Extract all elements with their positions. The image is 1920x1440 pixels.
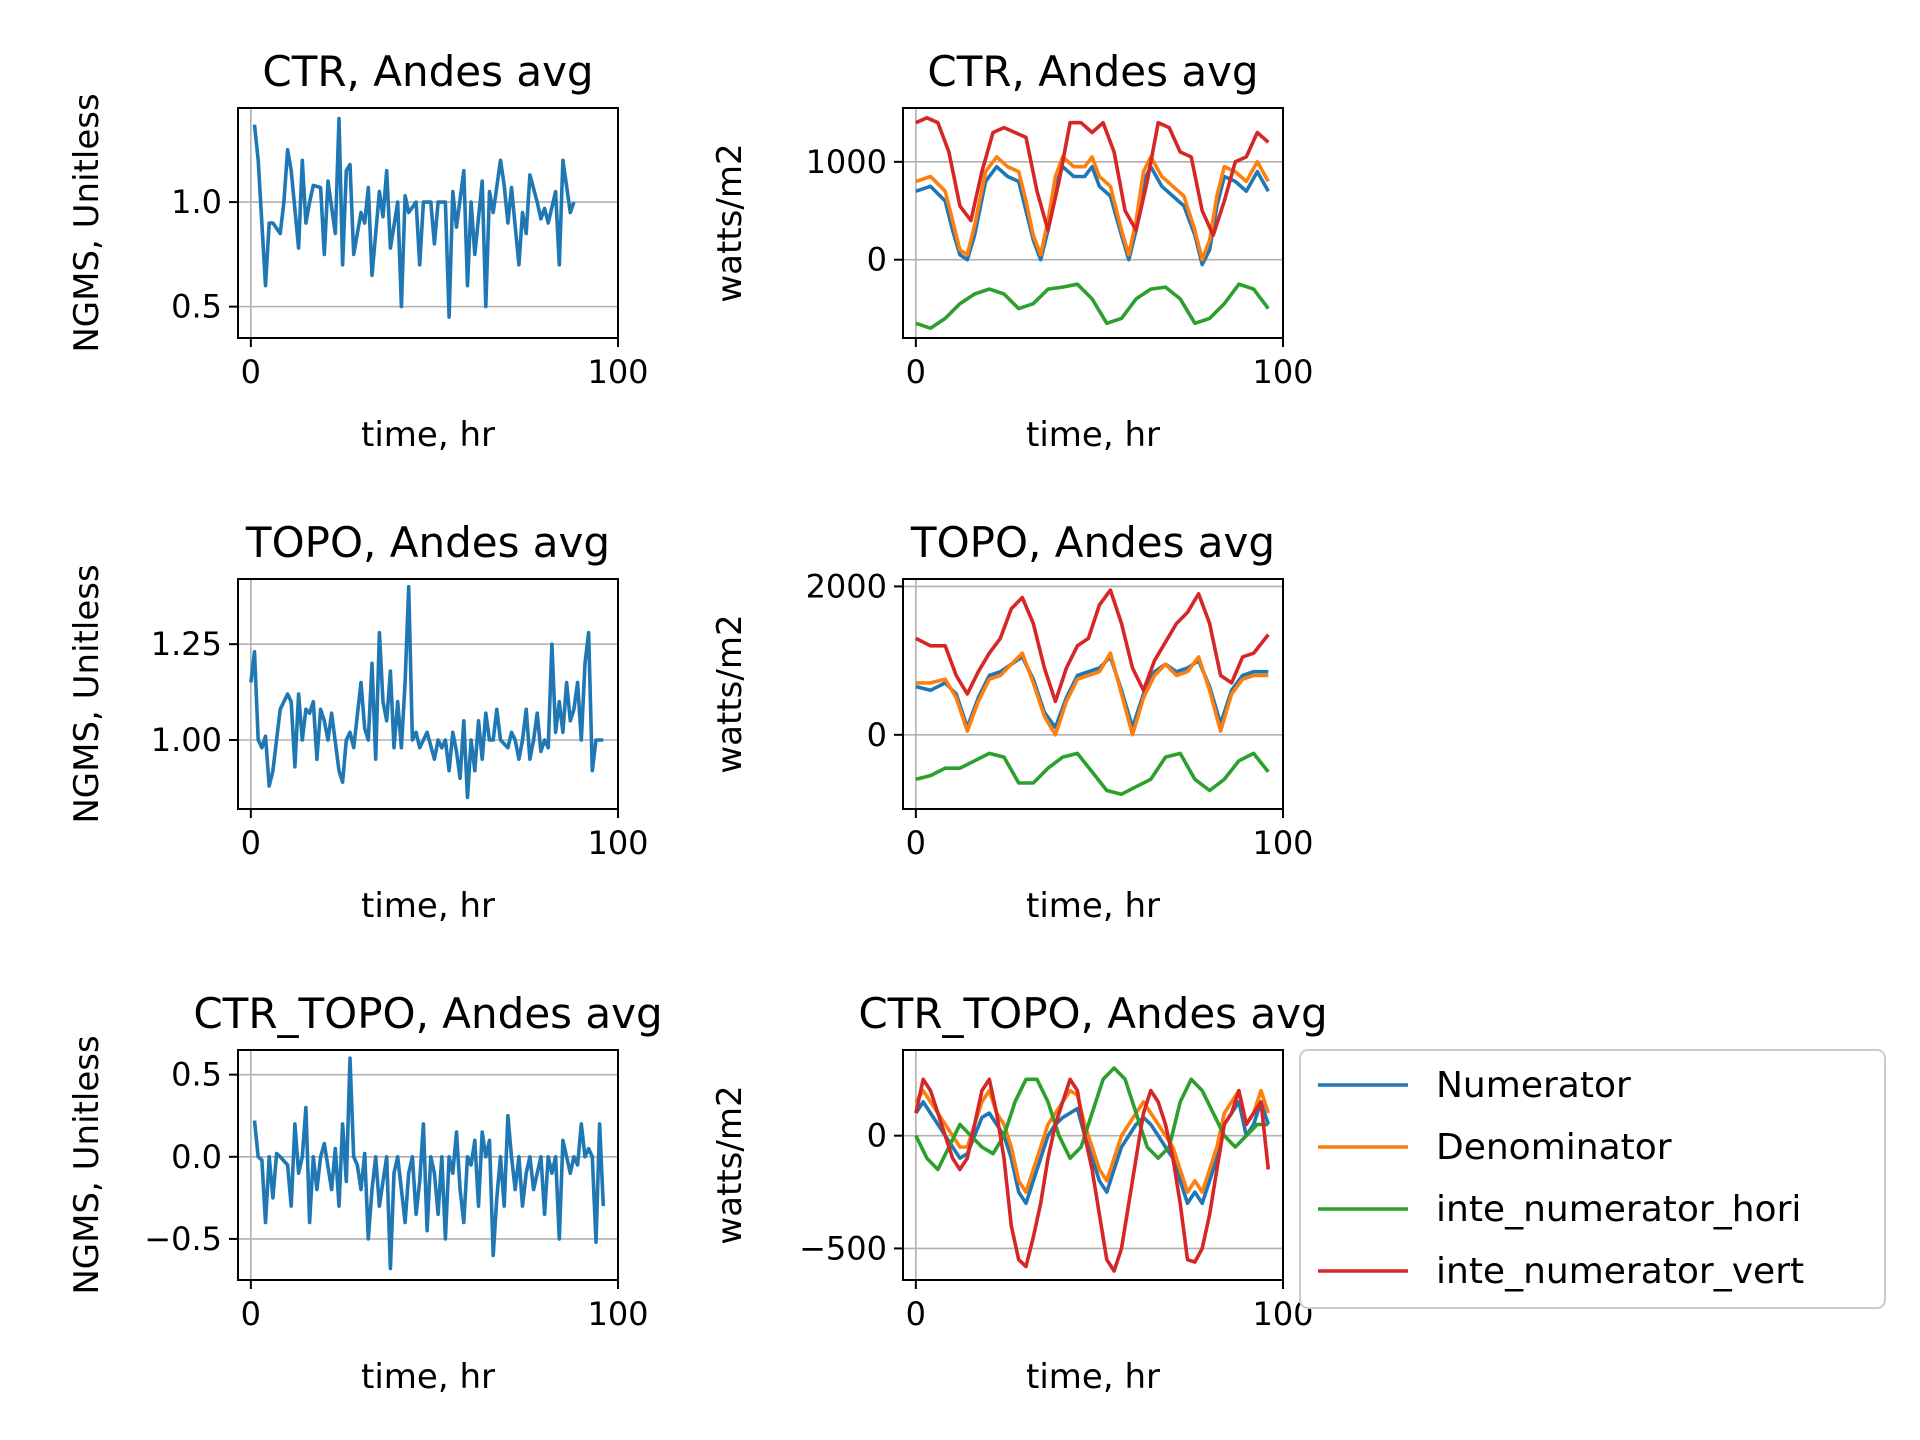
y-tick-label: −0.5 <box>144 1220 222 1258</box>
x-axis-label: time, hr <box>361 1357 495 1397</box>
y-axis-label: NGMS, Unitless <box>67 564 107 823</box>
series-line-inte_numerator_hori <box>914 1066 1269 1172</box>
y-axis-label: watts/m2 <box>710 614 750 773</box>
series-line-denominator <box>915 651 1269 737</box>
x-tick-label: 0 <box>906 353 926 391</box>
series-line-numerator <box>914 1100 1271 1206</box>
series-line-numerator <box>252 116 576 319</box>
axes-frame <box>237 107 619 339</box>
legend: Numerator Denominator inte_numerator_horii… <box>1299 1049 1886 1309</box>
x-axis-label: time, hr <box>1026 415 1160 455</box>
y-tick-label: 1.00 <box>151 721 222 759</box>
subplot-title: TOPO, Andes avg <box>245 518 610 567</box>
series-line-inte_numerator_hori <box>915 751 1270 797</box>
axes-frame <box>902 578 1284 810</box>
x-axis-label: time, hr <box>1026 1357 1160 1397</box>
series-line-inte_numerator_vert <box>915 116 1270 237</box>
y-axis-label: NGMS, Unitless <box>67 1035 107 1294</box>
x-axis-label: time, hr <box>361 886 495 926</box>
x-tick-label: 100 <box>1252 353 1313 391</box>
x-tick-label: 100 <box>587 353 648 391</box>
subplot-title: CTR_TOPO, Andes avg <box>858 989 1327 1038</box>
series-line-inte_numerator_vert <box>914 1077 1271 1273</box>
x-tick-label: 0 <box>241 824 261 862</box>
x-tick-label: 0 <box>906 824 926 862</box>
x-axis-label: time, hr <box>1026 886 1160 926</box>
x-tick-label: 0 <box>906 1295 926 1333</box>
x-tick-label: 0 <box>241 353 261 391</box>
series-line-numerator <box>249 584 604 800</box>
subplot-title: CTR, Andes avg <box>927 47 1258 96</box>
legend-label-denominator: Denominator <box>1436 1127 1672 1168</box>
x-tick-label: 0 <box>241 1295 261 1333</box>
y-tick-label: 1.25 <box>151 625 222 663</box>
x-tick-label: 100 <box>587 824 648 862</box>
y-axis-label: watts/m2 <box>710 143 750 302</box>
y-tick-label: 0 <box>867 716 887 754</box>
series-line-inte_numerator_vert <box>915 588 1270 704</box>
y-tick-label: 0.5 <box>171 1056 222 1094</box>
subplot-title: CTR, Andes avg <box>262 47 593 96</box>
x-axis-label: time, hr <box>361 415 495 455</box>
series-line-numerator <box>915 164 1270 267</box>
y-tick-label: 0.0 <box>171 1138 222 1176</box>
y-tick-label: 0.5 <box>171 288 222 326</box>
legend-label-inte_numerator_hori: inte_numerator_hori <box>1436 1189 1801 1230</box>
axes-frame <box>902 107 1284 339</box>
series-line-denominator <box>915 155 1270 262</box>
x-tick-label: 100 <box>1252 824 1313 862</box>
y-tick-label: 0 <box>867 1117 887 1155</box>
axes-frame <box>237 1049 619 1281</box>
y-tick-label: −500 <box>799 1229 887 1267</box>
series-line-inte_numerator_hori <box>915 282 1270 331</box>
y-tick-label: 1.0 <box>171 183 222 221</box>
legend-label-numerator: Numerator <box>1436 1065 1631 1106</box>
subplot-title: CTR_TOPO, Andes avg <box>193 989 662 1038</box>
subplot-5: 0 100 −0.5 0.0 0.5 CTR_TOPO, Andes avg time, h… <box>67 989 663 1397</box>
legend-label-inte_numerator_vert: inte_numerator_vert <box>1436 1251 1804 1292</box>
x-tick-label: 100 <box>587 1295 648 1333</box>
axes-frame <box>902 1049 1284 1281</box>
y-tick-label: 1000 <box>806 143 887 181</box>
subplot-3: 0 100 1.00 1.25 TOPO, Andes avg time, hr NGMS,… <box>67 518 649 926</box>
y-tick-label: 2000 <box>806 567 887 605</box>
axes-frame <box>237 578 619 810</box>
y-axis-label: NGMS, Unitless <box>67 93 107 352</box>
subplot-1: 0 100 0.5 1.0 CTR, Andes avg time, hr NGMS, Un… <box>67 47 649 455</box>
y-axis-label: watts/m2 <box>710 1085 750 1244</box>
subplot-title: TOPO, Andes avg <box>910 518 1275 567</box>
series-line-numerator <box>252 1056 606 1271</box>
legend-box <box>1299 1049 1886 1309</box>
y-tick-label: 0 <box>867 241 887 279</box>
